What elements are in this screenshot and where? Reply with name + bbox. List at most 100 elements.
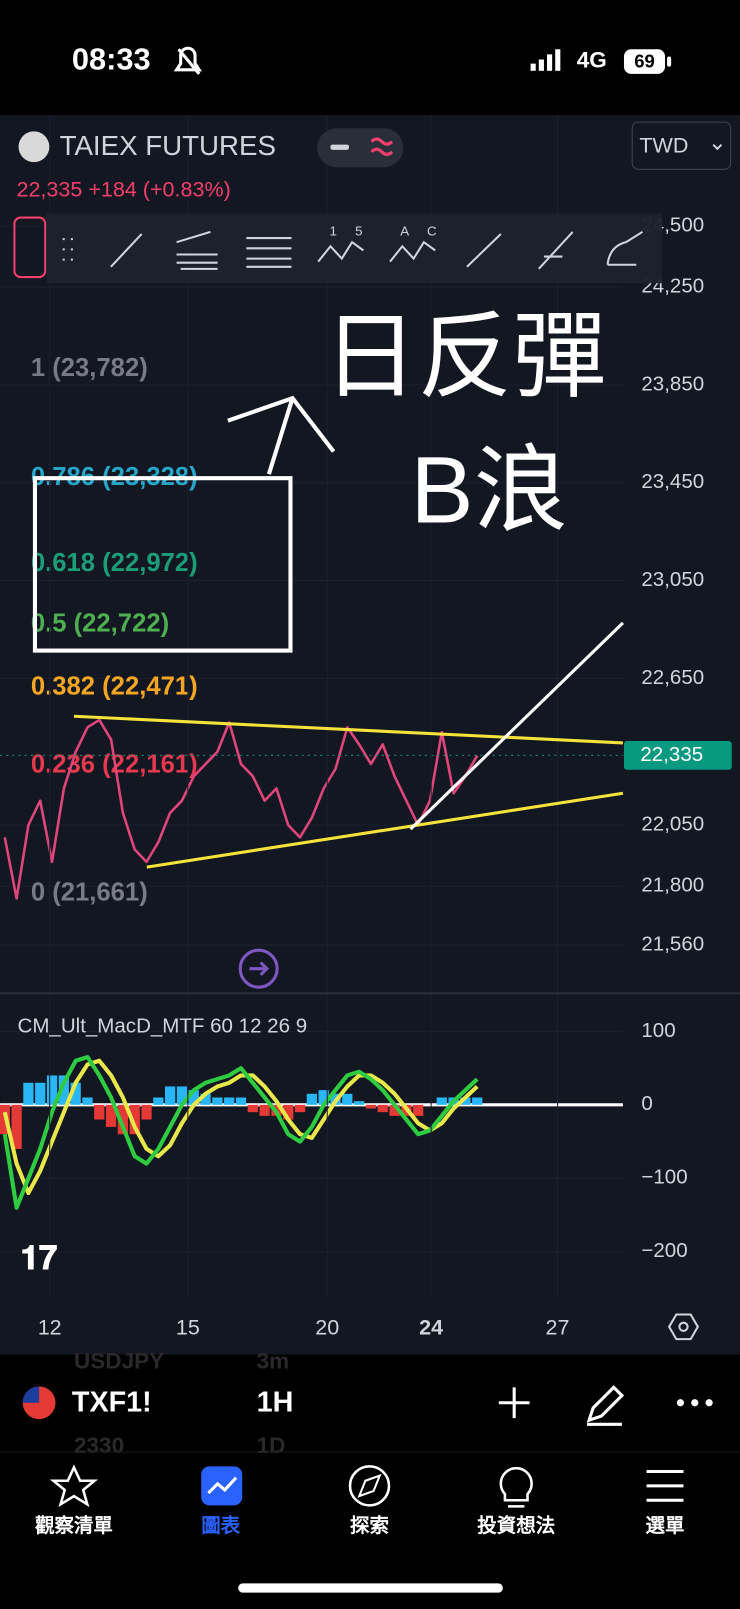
background-symbol: USDJPY bbox=[74, 1349, 164, 1374]
last-price-label: 22,335 bbox=[640, 743, 703, 766]
currency: TWD bbox=[639, 133, 688, 157]
battery-level: 69 bbox=[634, 50, 655, 71]
trade-button[interactable] bbox=[13, 216, 47, 279]
nav-bar: 觀察清單 圖表 探索 投資想法 選單 bbox=[35, 1514, 685, 1537]
drawn-box bbox=[32, 476, 293, 653]
histogram-bar bbox=[247, 1104, 258, 1113]
fib-label: 0.382 (22,471) bbox=[31, 672, 198, 700]
histogram-bar bbox=[389, 1104, 400, 1116]
y-tick-label: 0 bbox=[641, 1092, 652, 1115]
nav-label[interactable]: 選單 bbox=[646, 1515, 685, 1537]
toolbar-glyph: 5 bbox=[355, 223, 362, 238]
macd-line bbox=[2, 1054, 479, 1210]
macd-line bbox=[2, 1058, 479, 1196]
y-tick-label: 22,050 bbox=[641, 813, 704, 836]
battery-tip bbox=[667, 56, 672, 67]
x-tick-label: 12 bbox=[38, 1316, 62, 1340]
histogram-bar bbox=[129, 1104, 140, 1135]
settings-icon bbox=[678, 1321, 689, 1332]
currency-select[interactable] bbox=[631, 121, 732, 170]
bottom-panel bbox=[0, 1354, 740, 1609]
histogram-bar bbox=[23, 1082, 34, 1105]
settings-button[interactable] bbox=[667, 1313, 700, 1341]
histogram-bar bbox=[94, 1104, 105, 1120]
toggle-icon bbox=[330, 144, 349, 150]
toggle-icon bbox=[370, 137, 394, 156]
symbol[interactable]: TXF1! bbox=[72, 1386, 152, 1418]
toolbar-handle[interactable] bbox=[62, 238, 73, 261]
histogram-bar bbox=[224, 1097, 235, 1105]
handwriting: B浪 bbox=[411, 439, 568, 544]
nav-icon[interactable] bbox=[499, 1466, 533, 1508]
indicator-title: CM_Ult_MacD_MTF 60 12 26 9 bbox=[18, 1015, 308, 1038]
tool-ray[interactable] bbox=[466, 233, 502, 268]
x-tick-label: 15 bbox=[176, 1316, 200, 1340]
nav-label[interactable]: 投資想法 bbox=[477, 1514, 555, 1537]
histogram-bar bbox=[70, 1082, 81, 1105]
background-symbol: 2330 bbox=[74, 1433, 124, 1458]
histogram-bar bbox=[472, 1097, 483, 1105]
histogram-bar bbox=[342, 1093, 353, 1105]
tool-fib[interactable] bbox=[176, 230, 218, 270]
tool-trendline[interactable] bbox=[110, 233, 143, 268]
nav-icon-glyph bbox=[207, 1476, 238, 1495]
histogram-bar bbox=[294, 1104, 306, 1113]
histogram-bar bbox=[46, 1075, 58, 1105]
histogram-bar bbox=[188, 1090, 199, 1105]
toolbar-glyph: 1 bbox=[329, 223, 336, 238]
tool-abc[interactable] bbox=[389, 240, 436, 263]
symbol-name[interactable]: TAIEX FUTURES bbox=[60, 130, 276, 161]
replay-button[interactable] bbox=[238, 948, 279, 989]
y-tick-label: −200 bbox=[641, 1239, 687, 1262]
add-button[interactable] bbox=[498, 1387, 530, 1419]
tool-brush[interactable] bbox=[606, 231, 643, 266]
nav-icon[interactable] bbox=[348, 1465, 391, 1507]
chart-panel bbox=[0, 114, 740, 1355]
trend-line bbox=[146, 791, 624, 869]
toolbar-glyph: C bbox=[427, 223, 437, 238]
nav-label[interactable]: 探索 bbox=[350, 1514, 389, 1537]
histogram-bar bbox=[235, 1097, 247, 1105]
dropdown-icon bbox=[712, 143, 723, 151]
draw-button[interactable] bbox=[586, 1385, 625, 1426]
histogram-bar bbox=[283, 1104, 294, 1120]
compare-toggle[interactable] bbox=[317, 128, 404, 168]
home-indicator bbox=[238, 1583, 503, 1593]
histogram-bar bbox=[318, 1090, 329, 1105]
toolbar-glyph: A bbox=[400, 223, 409, 238]
clock: 08:33 bbox=[72, 42, 151, 77]
histogram-bar bbox=[35, 1082, 46, 1105]
tool-elliott[interactable] bbox=[317, 240, 364, 263]
quote: 22,335 +184 (+0.83%) bbox=[16, 178, 230, 202]
fib-label: 0.618 (22,972) bbox=[31, 549, 198, 577]
background-interval: 1D bbox=[257, 1433, 286, 1458]
histogram-bar bbox=[11, 1104, 22, 1149]
x-tick-label: 27 bbox=[546, 1316, 570, 1340]
histogram-bar bbox=[200, 1093, 211, 1105]
plot: 24,50024,25023,85023,45023,05022,65022,0… bbox=[0, 114, 732, 1340]
y-tick-label: 23,050 bbox=[641, 568, 704, 591]
nav-label[interactable]: 觀察清單 bbox=[35, 1514, 113, 1537]
fib-label: 0 (21,661) bbox=[31, 879, 148, 907]
tool-parallel[interactable] bbox=[538, 231, 574, 270]
histogram-bar bbox=[117, 1104, 129, 1135]
more-button[interactable] bbox=[676, 1399, 713, 1407]
nav-label[interactable]: 圖表 bbox=[201, 1514, 240, 1537]
symbol-logo bbox=[18, 131, 50, 163]
handwriting: 日反彈 bbox=[323, 305, 606, 410]
fib-label: 0.5 (22,722) bbox=[31, 610, 169, 638]
y-tick-label: 21,560 bbox=[641, 932, 704, 955]
nav-icon[interactable] bbox=[49, 1464, 99, 1508]
tool-lines[interactable] bbox=[246, 237, 292, 268]
histogram-bar bbox=[212, 1097, 223, 1105]
replay-icon bbox=[249, 961, 270, 976]
price-line bbox=[3, 718, 479, 900]
interval[interactable]: 1H bbox=[257, 1386, 294, 1418]
drawing-toolbar bbox=[46, 213, 662, 284]
histogram-bar bbox=[365, 1104, 377, 1109]
nav-icon[interactable] bbox=[646, 1469, 684, 1502]
flag-part bbox=[22, 1386, 40, 1403]
y-tick-label: 22,650 bbox=[641, 666, 704, 689]
histogram-bar bbox=[141, 1104, 152, 1120]
